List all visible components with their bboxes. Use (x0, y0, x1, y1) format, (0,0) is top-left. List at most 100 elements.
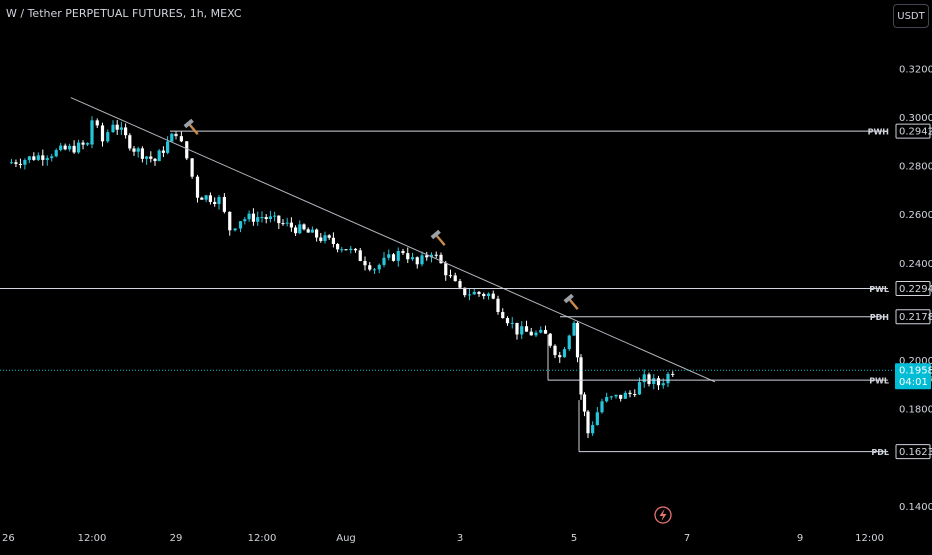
candle (153, 158, 157, 162)
candle (200, 197, 204, 200)
candle (420, 255, 424, 265)
y-tick-label: 0.1800 (899, 405, 932, 416)
candle (128, 135, 132, 149)
candle (298, 224, 302, 234)
candle (273, 215, 277, 217)
candle (302, 224, 306, 230)
candle (217, 197, 221, 205)
candle (524, 326, 529, 332)
candle (382, 257, 386, 265)
candle (132, 148, 136, 152)
candle (76, 142, 81, 153)
candle (185, 141, 189, 159)
candle (453, 275, 457, 282)
chart-title: W / Tether PERPETUAL FUTURES, 1h, MEXC (6, 7, 242, 20)
candle (491, 293, 495, 299)
candle (222, 197, 226, 212)
candle (642, 374, 646, 383)
candle (63, 145, 67, 150)
candle (247, 213, 251, 220)
candle (448, 275, 453, 277)
candle (340, 249, 344, 251)
candle (179, 136, 183, 142)
candle (358, 250, 362, 261)
candle (467, 294, 472, 296)
candle (647, 374, 651, 385)
candle (628, 392, 632, 395)
candle (319, 237, 323, 241)
candle (14, 162, 18, 164)
candle (281, 223, 285, 225)
candle (36, 155, 40, 160)
candle (623, 392, 627, 399)
candle (208, 195, 212, 202)
candle (661, 383, 665, 386)
hammer-icon (183, 118, 199, 135)
y-tick-label: 0.2600 (899, 210, 932, 221)
x-tick-label: 3 (457, 533, 463, 544)
candle (145, 156, 149, 159)
x-tick-label: 26 (2, 533, 15, 544)
candle (310, 229, 314, 233)
level-price-tag (895, 444, 931, 460)
candle (136, 148, 140, 152)
y-tick-label: 0.3200 (899, 64, 932, 75)
candle (170, 133, 174, 142)
candle (90, 120, 94, 145)
hammer-icon (563, 293, 579, 310)
candle (68, 145, 72, 150)
candle (377, 264, 381, 270)
candle (268, 216, 272, 220)
candle (18, 163, 23, 165)
candle (331, 237, 335, 245)
lightning-icon[interactable] (654, 506, 672, 524)
currency-button[interactable]: USDT (893, 4, 929, 28)
y-tick-label: 0.2000 (899, 356, 932, 367)
candle (115, 124, 119, 130)
candle (54, 150, 58, 157)
candle (387, 254, 391, 258)
candle (238, 221, 243, 229)
level-price-value: 0.2294 (899, 284, 932, 295)
candle (119, 127, 123, 130)
candle (572, 322, 576, 336)
x-tick-label: 5 (571, 533, 577, 544)
candle (81, 142, 85, 145)
candle (285, 222, 289, 224)
candle (349, 248, 353, 251)
candle (396, 251, 400, 261)
candle (614, 394, 618, 397)
level-price-value: 0.2942 (899, 127, 932, 138)
candle (619, 394, 623, 399)
candle (410, 257, 415, 260)
candle (496, 298, 500, 313)
candle (401, 251, 405, 254)
candle (140, 148, 144, 159)
candle (529, 331, 533, 336)
candle (95, 120, 99, 126)
candle (391, 254, 396, 261)
candle (204, 195, 208, 200)
candle (505, 318, 510, 324)
level-price-tag (895, 123, 931, 139)
level-label: PDH (870, 313, 889, 322)
candle (213, 201, 217, 205)
candle (586, 411, 590, 434)
candle (23, 160, 27, 165)
candle (353, 248, 358, 251)
x-tick-label: 7 (684, 533, 690, 544)
candle (50, 156, 54, 159)
y-tick-label: 0.2800 (899, 162, 932, 173)
level-label: PWL (869, 377, 889, 386)
candle (124, 127, 128, 136)
trendline[interactable] (70, 97, 716, 383)
level-price-value: 0.1623 (899, 447, 932, 458)
candle (562, 349, 567, 358)
candle (45, 158, 49, 160)
candle (372, 269, 377, 271)
candle (415, 257, 419, 265)
candle (633, 394, 637, 396)
candle (72, 145, 76, 153)
